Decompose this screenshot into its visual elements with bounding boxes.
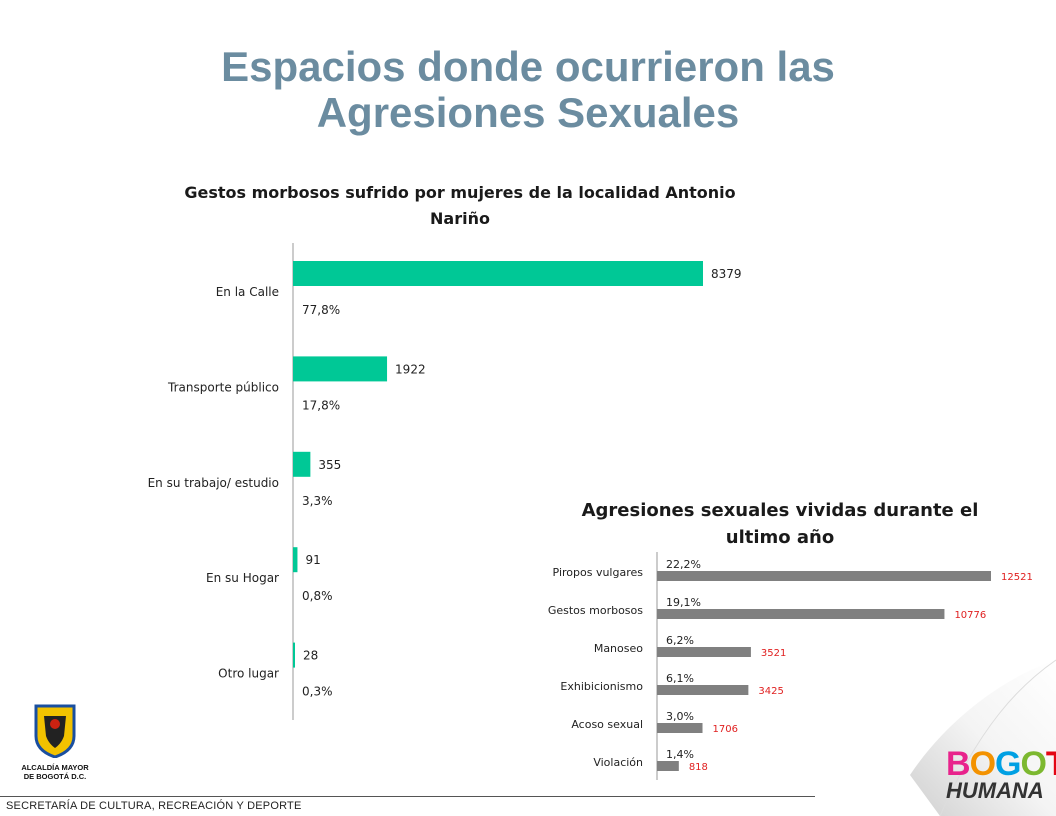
bogota-humana-logo: BOGOTÁ HUMANA: [946, 745, 1056, 803]
bogota-logo-letter: T: [1046, 745, 1056, 783]
page-title-line-2: Agresiones Sexuales: [316, 89, 740, 136]
chart1-category-label: En la Calle: [216, 285, 279, 299]
bogota-logo-letter: O: [1020, 745, 1046, 783]
chart1-value-label: 91: [305, 553, 320, 567]
chart1-percent-label: 0,3%: [302, 685, 333, 699]
bogota-logo-letter: G: [995, 745, 1021, 783]
chart1-category-label: Transporte público: [167, 380, 279, 394]
chart1-bar: [293, 451, 311, 477]
bogota-logo-letter: B: [946, 745, 971, 783]
page-title-line-1: Espacios donde ocurrieron las: [221, 43, 835, 90]
chart1-percent-label: 0,8%: [302, 589, 333, 603]
bogota-logo-line-1: BOGOTÁ: [946, 745, 1056, 783]
chart1-bar: [293, 356, 388, 382]
footer-divider: [0, 796, 815, 797]
chart1-percent-label: 77,8%: [302, 303, 340, 317]
chart1-value-label: 28: [303, 649, 318, 663]
footer-text: SECRETARÍA DE CULTURA, RECREACIÓN Y DEPO…: [6, 800, 302, 812]
chart2-title-line-2: ultimo año: [725, 527, 835, 548]
alcaldia-logo: ALCALDÍA MAYOR DE BOGOTÁ D.C.: [14, 702, 96, 781]
coat-of-arms-icon: [34, 704, 76, 759]
chart1-value-label: 355: [318, 458, 341, 472]
chart1-bar: [293, 642, 295, 668]
chart1-bar: [293, 261, 703, 286]
chart1-title-line-2: Nariño: [430, 209, 490, 228]
chart1-bar: [293, 547, 298, 573]
chart1-title-line-1: Gestos morbosos sufrido por mujeres de l…: [184, 183, 736, 202]
chart1-percent-label: 17,8%: [302, 398, 340, 412]
chart1-percent-label: 3,3%: [302, 494, 333, 508]
alcaldia-caption-line-2: DE BOGOTÁ D.C.: [23, 772, 87, 781]
chart1-category-label: En su Hogar: [206, 571, 279, 585]
alcaldia-caption-line-1: ALCALDÍA MAYOR: [21, 763, 89, 772]
chart2-title: Agresiones sexuales vividas durante el u…: [560, 497, 1000, 551]
chart1-value-label: 1922: [395, 362, 426, 376]
chart1-value-label: 8379: [711, 267, 742, 281]
chart2-title-line-1: Agresiones sexuales vividas durante el: [581, 500, 979, 521]
page-title: Espacios donde ocurrieron las Agresiones…: [0, 44, 1056, 136]
bogota-logo-letter: O: [969, 745, 996, 783]
chart1-title: Gestos morbosos sufrido por mujeres de l…: [150, 180, 770, 232]
chart1-category-label: Otro lugar: [218, 667, 279, 681]
chart1-category-label: En su trabajo/ estudio: [148, 476, 279, 490]
page-curl-decoration: [910, 659, 1056, 816]
bogota-logo-line-2: HUMANA: [946, 778, 1044, 803]
